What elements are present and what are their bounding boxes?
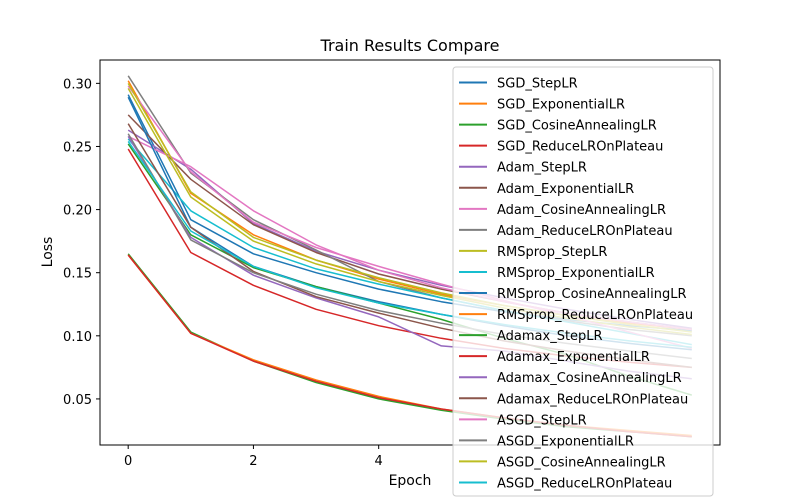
legend-entry-label: Adamax_StepLR	[497, 329, 603, 344]
legend-entry-label: RMSprop_ReduceLROnPlateau	[497, 308, 693, 323]
x-tick-label: 4	[375, 454, 383, 469]
legend-entry-label: RMSprop_StepLR	[497, 245, 607, 260]
legend-entry-label: ASGD_ExponentialLR	[497, 434, 634, 449]
legend-entry-label: SGD_CosineAnnealingLR	[497, 119, 657, 134]
legend: SGD_StepLR SGD_ExponentialLR SGD_CosineAnn…	[452, 66, 714, 497]
x-tick-label: 0	[124, 454, 132, 469]
legend-box	[452, 66, 714, 497]
y-tick-label: 0.30	[63, 77, 92, 92]
chart-title: Train Results Compare	[320, 36, 500, 55]
y-ticks: 0.05 0.10 0.15 0.20 0.25 0.30	[63, 77, 100, 408]
legend-entry-label: Adamax_ExponentialLR	[497, 350, 650, 365]
y-tick-label: 0.20	[63, 204, 92, 219]
legend-entry-label: Adam_ExponentialLR	[497, 182, 634, 197]
legend-entry-label: SGD_ReduceLROnPlateau	[497, 140, 663, 155]
legend-entry-label: Adamax_CosineAnnealingLR	[497, 371, 682, 386]
legend-entry-label: RMSprop_CosineAnnealingLR	[497, 287, 687, 302]
legend-entry-label: ASGD_StepLR	[497, 413, 587, 428]
legend-entry-label: ASGD_ReduceLROnPlateau	[497, 476, 672, 491]
legend-entry-label: Adamax_ReduceLROnPlateau	[497, 392, 688, 407]
y-tick-label: 0.10	[63, 330, 92, 345]
y-tick-label: 0.15	[63, 267, 92, 282]
legend-entry-label: SGD_ExponentialLR	[497, 98, 625, 113]
x-axis-label: Epoch	[389, 473, 432, 489]
x-ticks: 0 2 4	[124, 445, 383, 469]
y-axis-label: Loss	[40, 237, 56, 268]
legend-entry-label: Adam_StepLR	[497, 161, 587, 176]
legend-entry-label: SGD_StepLR	[497, 77, 578, 92]
legend-entry-label: RMSprop_ExponentialLR	[497, 266, 655, 281]
y-tick-label: 0.05	[63, 393, 92, 408]
axes-frame	[99, 59, 721, 446]
x-tick-label: 2	[249, 454, 257, 469]
y-tick-label: 0.25	[63, 140, 92, 155]
legend-entry-label: Adam_CosineAnnealingLR	[497, 203, 666, 218]
legend-entry-label: ASGD_CosineAnnealingLR	[497, 455, 666, 470]
legend-entry-label: Adam_ReduceLROnPlateau	[497, 224, 673, 239]
